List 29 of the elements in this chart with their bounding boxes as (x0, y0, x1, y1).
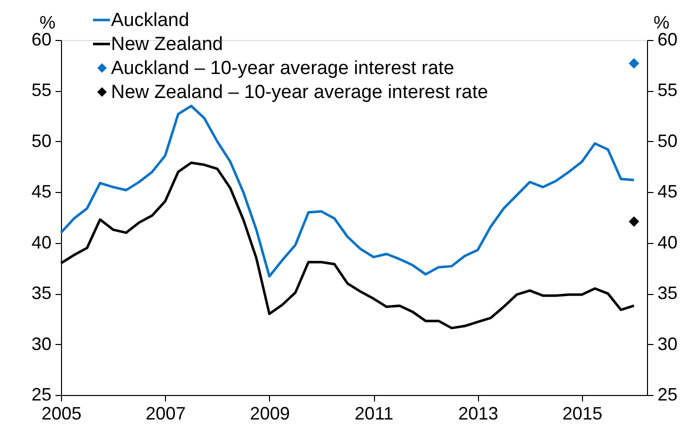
y-tick-label: 25 (31, 384, 52, 404)
y-tick-label: 45 (31, 182, 52, 202)
x-tick-label: 2007 (146, 404, 186, 424)
y-tick-label: 30 (31, 334, 52, 354)
x-tick-label: 2009 (250, 404, 290, 424)
y2-tick-label: 45 (658, 182, 678, 202)
legend-label: New Zealand – 10-year average interest rate (111, 82, 488, 103)
y2-tick-label: 40 (658, 232, 678, 252)
y2-tick-label: 55 (658, 80, 678, 100)
line-series (60, 104, 636, 278)
x-tick-label: 2015 (562, 404, 602, 424)
legend-label: Auckland (111, 10, 190, 31)
y-tick-label: 40 (31, 232, 52, 252)
y-axis-title: % (39, 12, 56, 32)
y-tick-label: 55 (31, 80, 52, 100)
y2-tick-label: 50 (658, 130, 678, 151)
y2-tick-label: 60 (658, 30, 678, 50)
y2-tick-label: 25 (658, 384, 678, 404)
legend-label: Auckland – 10-year average interest rate (111, 58, 454, 79)
y2-tick-label: 35 (658, 283, 678, 304)
y-tick-label: 60 (31, 30, 52, 50)
y-tick-label: 50 (31, 130, 52, 151)
x-tick-label: 2011 (354, 404, 394, 424)
x-tick-label: 2005 (41, 404, 82, 424)
y2-tick-label: 30 (658, 334, 678, 354)
y-tick-label: 35 (31, 283, 52, 304)
legend-label: New Zealand (111, 34, 223, 55)
x-tick-label: 2013 (458, 404, 498, 424)
y2-axis-title: % (653, 12, 670, 32)
